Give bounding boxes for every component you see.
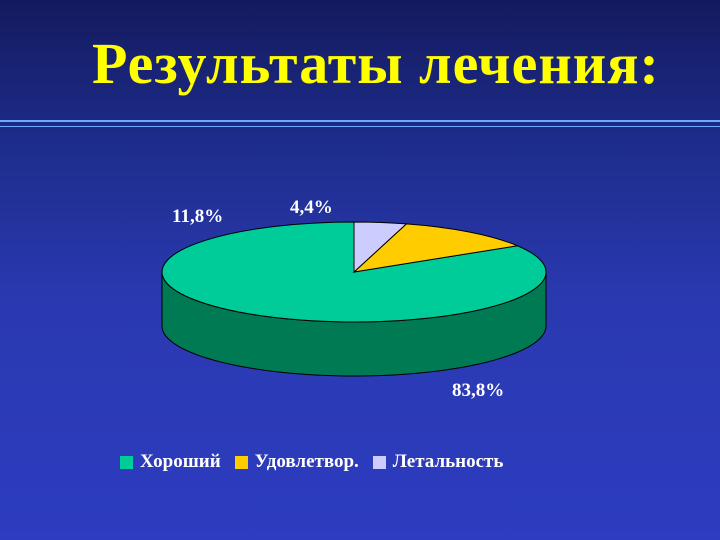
slide-title: Результаты лечения:: [92, 31, 660, 96]
legend-swatch-satisfactory: [234, 455, 248, 469]
slice-label-satisfactory: 11,8%: [172, 206, 224, 227]
legend-label-lethal: Летальность: [392, 451, 504, 472]
legend-item-good: Хороший: [120, 451, 221, 473]
title-divider-line-thin: [0, 126, 720, 127]
legend-swatch-good: [120, 455, 133, 469]
legend-label-good: Хороший: [140, 451, 221, 472]
pie-slice-lethal: [353, 221, 408, 274]
legend-swatch-lethal: [372, 455, 386, 469]
slice-label-good: 83,8%: [452, 380, 505, 401]
legend-item-satisfactory: Удовлетвор.: [234, 451, 359, 473]
pie-slice-good: [161, 221, 547, 323]
chart-legend: Хороший Удовлетвор. Летальность: [120, 451, 600, 473]
title-divider-line: [0, 120, 720, 122]
slice-label-lethal: 4,4%: [290, 197, 333, 218]
legend-item-lethal: Летальность: [372, 451, 504, 473]
pie-slice-satisfactory: [352, 223, 520, 273]
legend-label-satisfactory: Удовлетвор.: [254, 451, 359, 472]
